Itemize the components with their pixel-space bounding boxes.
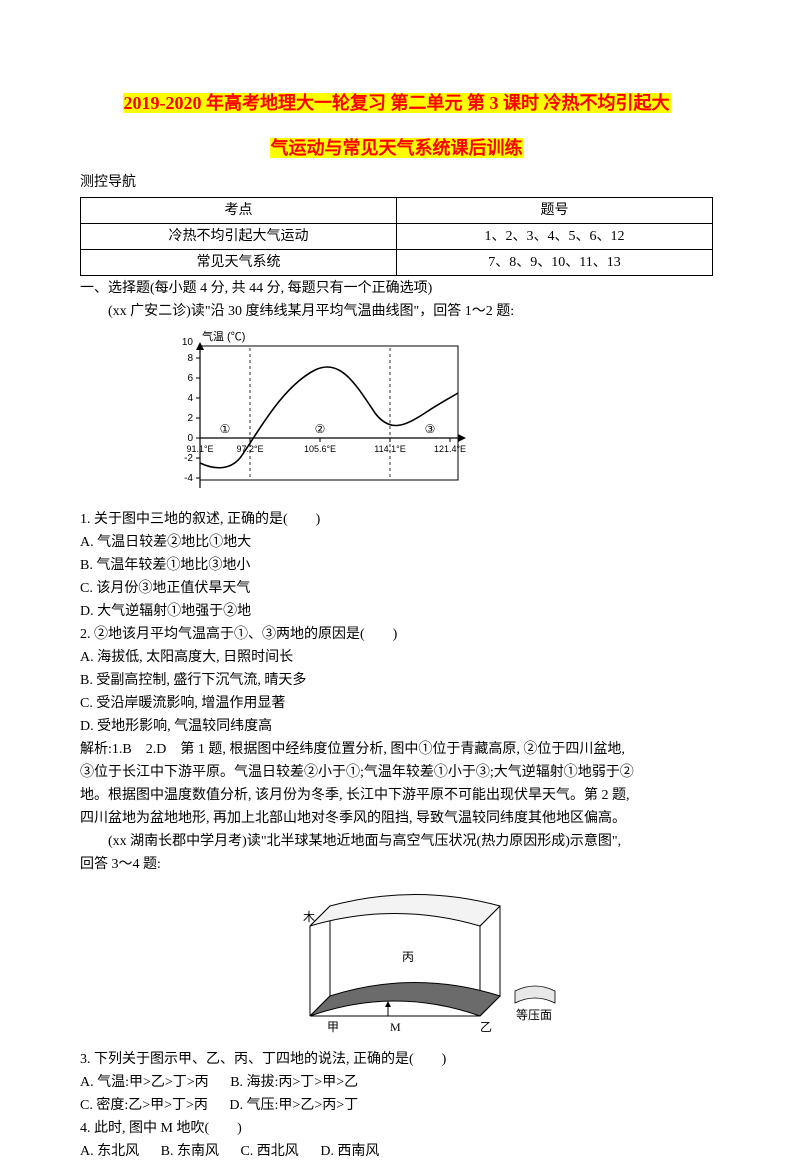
q3-optB: B. 海拔:丙>丁>甲>乙 bbox=[230, 1072, 358, 1093]
svg-text:10: 10 bbox=[182, 337, 194, 348]
table-cell: 7、8、9、10、11、13 bbox=[397, 250, 713, 276]
section1-intro: (xx 广安二诊)读"沿 30 度纬线某月平均气温曲线图"，回答 1～2 题: bbox=[80, 301, 713, 322]
q3-row1: A. 气温:甲>乙>丁>丙 B. 海拔:丙>丁>甲>乙 bbox=[80, 1072, 713, 1093]
q3-row2: C. 密度:乙>甲>丁>丙 D. 气压:甲>乙>丙>丁 bbox=[80, 1095, 713, 1116]
chart2-svg: 木 丙 甲 M 乙 等压面 bbox=[280, 881, 570, 1036]
q4-optB: B. 东南风 bbox=[161, 1141, 219, 1162]
q1-optA: A. 气温日较差②地比①地大 bbox=[80, 532, 713, 553]
table-cell: 常见天气系统 bbox=[81, 250, 397, 276]
table-row: 冷热不均引起大气运动 1、2、3、4、5、6、12 bbox=[81, 224, 713, 250]
svg-text:8: 8 bbox=[187, 353, 193, 364]
nav-label: 测控导航 bbox=[80, 172, 713, 193]
q4-stem: 4. 此时, 图中 M 地吹( ) bbox=[80, 1118, 713, 1139]
title-line2: 气运动与常见天气系统课后训练 bbox=[270, 138, 524, 158]
svg-text:等压面: 等压面 bbox=[516, 1008, 552, 1022]
table-row: 常见天气系统 7、8、9、10、11、13 bbox=[81, 250, 713, 276]
q1-stem: 1. 关于图中三地的叙述, 正确的是( ) bbox=[80, 509, 713, 530]
q1-optC: C. 该月份③地正值伏旱天气 bbox=[80, 578, 713, 599]
svg-text:4: 4 bbox=[187, 393, 193, 404]
table-row: 考点 题号 bbox=[81, 198, 713, 224]
table-header: 题号 bbox=[397, 198, 713, 224]
q1-optB: B. 气温年较差①地比③地小 bbox=[80, 555, 713, 576]
analysis1-l1: 解析:1.B 2.D 第 1 题, 根据图中经纬度位置分析, 图中①位于青藏高原… bbox=[80, 739, 713, 760]
svg-text:②: ② bbox=[315, 422, 326, 436]
svg-text:①: ① bbox=[220, 422, 231, 436]
table-header: 考点 bbox=[81, 198, 397, 224]
q1-optD: D. 大气逆辐射①地强于②地 bbox=[80, 601, 713, 622]
svg-text:6: 6 bbox=[187, 373, 193, 384]
section1-heading: 一、选择题(每小题 4 分, 共 44 分, 每题只有一个正确选项) bbox=[80, 278, 713, 299]
q4-optC: C. 西北风 bbox=[240, 1141, 298, 1162]
svg-text:M: M bbox=[390, 1020, 401, 1034]
q2-optA: A. 海拔低, 太阳高度大, 日照时间长 bbox=[80, 647, 713, 668]
svg-text:甲: 甲 bbox=[327, 1020, 339, 1034]
q3-optD: D. 气压:甲>乙>丙>丁 bbox=[229, 1095, 358, 1116]
svg-text:91.1°E: 91.1°E bbox=[186, 444, 213, 454]
section2-intro-l2: 回答 3～4 题: bbox=[80, 854, 713, 875]
q3-stem: 3. 下列关于图示甲、乙、丙、丁四地的说法, 正确的是( ) bbox=[80, 1049, 713, 1070]
analysis1-l2: ③位于长江中下游平原。气温日较差②小于①;气温年较差①小于③;大气逆辐射①地弱于… bbox=[80, 762, 713, 783]
q2-stem: 2. ②地该月平均气温高于①、③两地的原因是( ) bbox=[80, 624, 713, 645]
title-line1: 2019-2020 年高考地理大一轮复习 第二单元 第 3 课时 冷热不均引起大 bbox=[123, 93, 671, 113]
svg-text:气温 (℃): 气温 (℃) bbox=[202, 329, 245, 343]
svg-text:105.6°E: 105.6°E bbox=[304, 444, 336, 454]
chart2-figure: 木 丙 甲 M 乙 等压面 bbox=[280, 881, 713, 1043]
q4-optD: D. 西南风 bbox=[320, 1141, 379, 1162]
q4-opts: A. 东北风 B. 东南风 C. 西北风 D. 西南风 bbox=[80, 1141, 713, 1162]
analysis1-l4: 四川盆地为盆地地形, 再加上北部山地对冬季风的阻挡, 导致气温较同纬度其他地区偏… bbox=[80, 808, 713, 829]
chart1-svg: -4 -2 0 2 4 6 8 10 气温 (℃) 91.1°E 97.2°E … bbox=[140, 328, 470, 503]
section2-intro-l1: (xx 湖南长郡中学月考)读"北半球某地近地面与高空气压状况(热力原因形成)示意… bbox=[80, 831, 713, 852]
table-cell: 1、2、3、4、5、6、12 bbox=[397, 224, 713, 250]
q2-optB: B. 受副高控制, 盛行下沉气流, 晴天多 bbox=[80, 670, 713, 691]
svg-text:2: 2 bbox=[187, 413, 193, 424]
q4-optA: A. 东北风 bbox=[80, 1141, 139, 1162]
chart1-figure: -4 -2 0 2 4 6 8 10 气温 (℃) 91.1°E 97.2°E … bbox=[140, 328, 713, 503]
svg-text:乙: 乙 bbox=[480, 1020, 492, 1034]
svg-text:木: 木 bbox=[303, 910, 315, 924]
svg-text:③: ③ bbox=[425, 422, 436, 436]
analysis1-l3: 地。根据图中温度数值分析, 该月份为冬季, 长江中下游平原不可能出现伏旱天气。第… bbox=[80, 785, 713, 806]
svg-text:-4: -4 bbox=[184, 473, 193, 484]
nav-table: 考点 题号 冷热不均引起大气运动 1、2、3、4、5、6、12 常见天气系统 7… bbox=[80, 197, 713, 276]
svg-text:-2: -2 bbox=[184, 453, 193, 464]
q3-optC: C. 密度:乙>甲>丁>丙 bbox=[80, 1095, 208, 1116]
q3-optA: A. 气温:甲>乙>丁>丙 bbox=[80, 1072, 209, 1093]
q2-optC: C. 受沿岸暖流影响, 增温作用显著 bbox=[80, 693, 713, 714]
table-cell: 冷热不均引起大气运动 bbox=[81, 224, 397, 250]
svg-text:121.4°E: 121.4°E bbox=[434, 444, 466, 454]
svg-text:0: 0 bbox=[187, 433, 193, 444]
q2-optD: D. 受地形影响, 气温较同纬度高 bbox=[80, 716, 713, 737]
svg-text:丙: 丙 bbox=[402, 950, 414, 964]
